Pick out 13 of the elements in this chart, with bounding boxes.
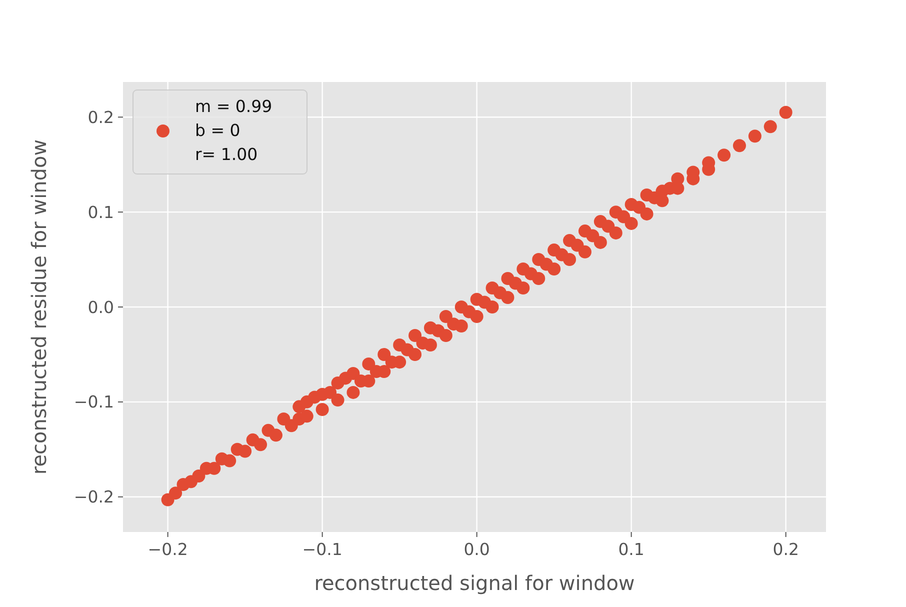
y-tick-label: 0.2 bbox=[88, 108, 114, 127]
y-tick-label: −0.1 bbox=[74, 392, 114, 412]
y-tick-label: 0.1 bbox=[88, 202, 114, 222]
y-tick-label: −0.2 bbox=[74, 488, 114, 507]
x-tick-label: 0.0 bbox=[464, 540, 490, 559]
x-tick-label: −0.2 bbox=[148, 540, 188, 559]
x-tick-label: 0.1 bbox=[618, 540, 644, 559]
legend-label: m = 0.99 b = 0 r= 1.00 bbox=[195, 97, 272, 164]
x-tick-label: 0.2 bbox=[772, 540, 799, 559]
y-axis-title: reconstructed residue for window bbox=[27, 139, 51, 475]
x-tick-label: −0.1 bbox=[302, 540, 342, 559]
y-tick-label: 0.0 bbox=[88, 298, 114, 317]
x-axis-title: reconstructed signal for window bbox=[314, 571, 635, 595]
